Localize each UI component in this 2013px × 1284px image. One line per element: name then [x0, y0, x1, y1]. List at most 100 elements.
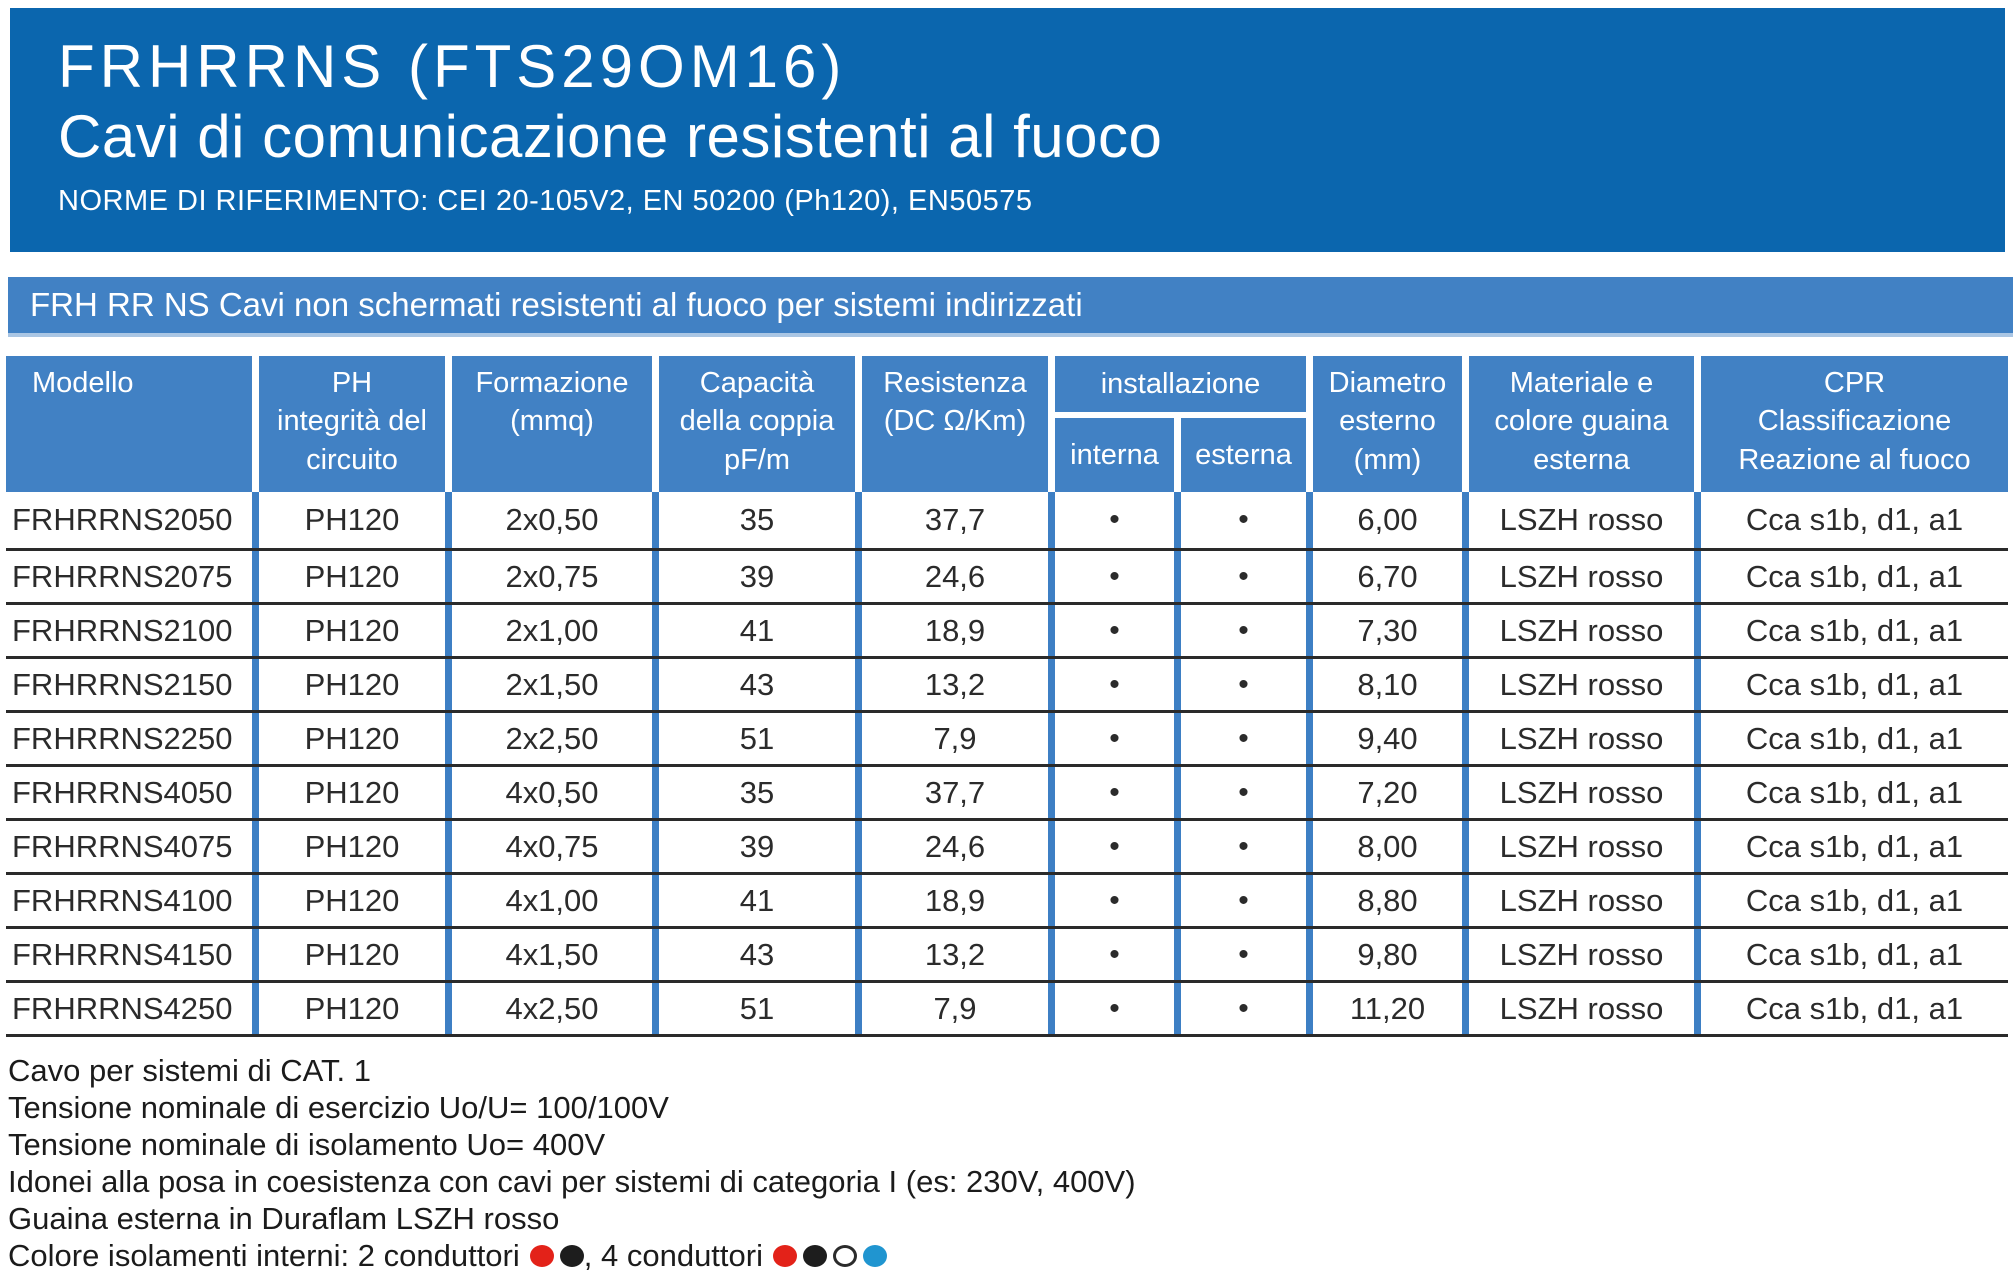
cell-ph: PH120 — [259, 551, 445, 602]
cell-modello: FRHRRNS4100 — [6, 875, 252, 926]
cell-formazione: 4x2,50 — [452, 983, 652, 1034]
series-subheader: FRH RR NS Cavi non schermati resistenti … — [8, 277, 2013, 337]
cell-interna-bullet: • — [1055, 929, 1174, 980]
cell-interna-bullet: • — [1055, 713, 1174, 764]
cell-modello: FRHRRNS4075 — [6, 821, 252, 872]
cell-cpr: Cca s1b, d1, a1 — [1701, 713, 2008, 764]
cell-resistenza: 24,6 — [862, 821, 1048, 872]
cell-cpr: Cca s1b, d1, a1 — [1701, 492, 2008, 548]
cell-ph: PH120 — [259, 929, 445, 980]
cell-cpr: Cca s1b, d1, a1 — [1701, 821, 2008, 872]
cell-resistenza: 37,7 — [862, 492, 1048, 548]
cell-materiale: LSZH rosso — [1469, 551, 1694, 602]
cell-capacita: 35 — [659, 492, 855, 548]
note-cable-category: Cavo per sistemi di CAT. 1 — [8, 1053, 371, 1088]
dot-red — [529, 1244, 554, 1267]
col-header-installazione-group: installazione interna esterna — [1055, 356, 1306, 492]
cell-diametro: 6,70 — [1313, 551, 1462, 602]
cell-materiale: LSZH rosso — [1469, 875, 1694, 926]
cell-materiale: LSZH rosso — [1469, 821, 1694, 872]
cell-interna-bullet: • — [1055, 492, 1174, 548]
cell-esterna-bullet: • — [1181, 983, 1306, 1034]
cell-capacita: 43 — [659, 929, 855, 980]
table-row: FRHRRNS4050 PH120 4x0,50 35 37,7 • • 7,2… — [6, 764, 2008, 818]
note-insulation-voltage: Tensione nominale di isolamento Uo= 400V — [8, 1127, 606, 1162]
dot-blue — [862, 1244, 887, 1267]
cell-esterna-bullet: • — [1181, 605, 1306, 656]
cell-esterna-bullet: • — [1181, 551, 1306, 602]
cell-formazione: 4x1,50 — [452, 929, 652, 980]
col-header-esterna: esterna — [1181, 418, 1306, 492]
cell-capacita: 41 — [659, 605, 855, 656]
cell-modello: FRHRRNS4250 — [6, 983, 252, 1034]
cell-resistenza: 13,2 — [862, 929, 1048, 980]
cell-modello: FRHRRNS2100 — [6, 605, 252, 656]
table-row: FRHRRNS2100 PH120 2x1,00 41 18,9 • • 7,3… — [6, 602, 2008, 656]
cell-modello: FRHRRNS2150 — [6, 659, 252, 710]
cell-esterna-bullet: • — [1181, 713, 1306, 764]
cell-ph: PH120 — [259, 659, 445, 710]
cell-cpr: Cca s1b, d1, a1 — [1701, 551, 2008, 602]
dot-red — [772, 1244, 797, 1267]
cell-esterna-bullet: • — [1181, 929, 1306, 980]
table-row: FRHRRNS2075 PH120 2x0,75 39 24,6 • • 6,7… — [6, 548, 2008, 602]
product-code-title: FRHRRNS (FTS29OM16) — [58, 33, 847, 100]
cell-ph: PH120 — [259, 605, 445, 656]
cell-diametro: 11,20 — [1313, 983, 1462, 1034]
cell-materiale: LSZH rosso — [1469, 767, 1694, 818]
title-banner: FRHRRNS (FTS29OM16) Cavi di comunicazion… — [10, 8, 2005, 252]
dot-black — [559, 1244, 584, 1267]
cell-modello: FRHRRNS4150 — [6, 929, 252, 980]
table-row: FRHRRNS4100 PH120 4x1,00 41 18,9 • • 8,8… — [6, 872, 2008, 926]
cell-capacita: 41 — [659, 875, 855, 926]
cell-cpr: Cca s1b, d1, a1 — [1701, 659, 2008, 710]
product-description-title: Cavi di comunicazione resistenti al fuoc… — [58, 102, 1163, 170]
cell-materiale: LSZH rosso — [1469, 929, 1694, 980]
col-header-interna: interna — [1055, 418, 1174, 492]
installazione-subcolumns: interna esterna — [1055, 418, 1306, 492]
note-coexistence: Idonei alla posa in coesistenza con cavi… — [8, 1164, 1136, 1199]
cell-modello: FRHRRNS4050 — [6, 767, 252, 818]
cell-modello: FRHRRNS2050 — [6, 492, 252, 548]
two-conductor-dots — [529, 1244, 584, 1267]
cell-capacita: 39 — [659, 821, 855, 872]
col-header-capacita: Capacità della coppia pF/m — [659, 356, 855, 492]
col-header-modello: Modello — [6, 356, 252, 492]
table-row: FRHRRNS2050 PH120 2x0,50 35 37,7 • • 6,0… — [6, 492, 2008, 548]
cell-diametro: 9,80 — [1313, 929, 1462, 980]
cell-esterna-bullet: • — [1181, 659, 1306, 710]
cell-resistenza: 13,2 — [862, 659, 1048, 710]
col-header-ph: PH integrità del circuito — [259, 356, 445, 492]
note-sheath: Guaina esterna in Duraflam LSZH rosso — [8, 1201, 560, 1236]
col-header-formazione: Formazione (mmq) — [452, 356, 652, 492]
cell-materiale: LSZH rosso — [1469, 983, 1694, 1034]
cell-resistenza: 7,9 — [862, 713, 1048, 764]
col-header-materiale: Materiale e colore guaina esterna — [1469, 356, 1694, 492]
cell-resistenza: 37,7 — [862, 767, 1048, 818]
cell-formazione: 2x0,75 — [452, 551, 652, 602]
cell-ph: PH120 — [259, 492, 445, 548]
cell-capacita: 51 — [659, 713, 855, 764]
conductor-color-legend: Colore isolamenti interni: 2 conduttori … — [8, 1237, 2003, 1274]
cell-interna-bullet: • — [1055, 659, 1174, 710]
cell-materiale: LSZH rosso — [1469, 713, 1694, 764]
cell-ph: PH120 — [259, 767, 445, 818]
footer-notes: Cavo per sistemi di CAT. 1 Tensione nomi… — [8, 1052, 2003, 1274]
table-row: FRHRRNS2150 PH120 2x1,50 43 13,2 • • 8,1… — [6, 656, 2008, 710]
cell-modello: FRHRRNS2075 — [6, 551, 252, 602]
cell-formazione: 4x1,00 — [452, 875, 652, 926]
cell-formazione: 2x2,50 — [452, 713, 652, 764]
cell-interna-bullet: • — [1055, 605, 1174, 656]
note-operating-voltage: Tensione nominale di esercizio Uo/U= 100… — [8, 1090, 669, 1125]
cell-interna-bullet: • — [1055, 875, 1174, 926]
cell-formazione: 4x0,75 — [452, 821, 652, 872]
table-row: FRHRRNS4250 PH120 4x2,50 51 7,9 • • 11,2… — [6, 980, 2008, 1034]
cell-esterna-bullet: • — [1181, 767, 1306, 818]
cell-diametro: 6,00 — [1313, 492, 1462, 548]
four-conductor-dots — [772, 1244, 887, 1267]
table-body: FRHRRNS2050 PH120 2x0,50 35 37,7 • • 6,0… — [6, 492, 2008, 1037]
col-header-cpr: CPR Classificazione Reazione al fuoco — [1701, 356, 2008, 492]
cell-capacita: 51 — [659, 983, 855, 1034]
cell-formazione: 2x0,50 — [452, 492, 652, 548]
